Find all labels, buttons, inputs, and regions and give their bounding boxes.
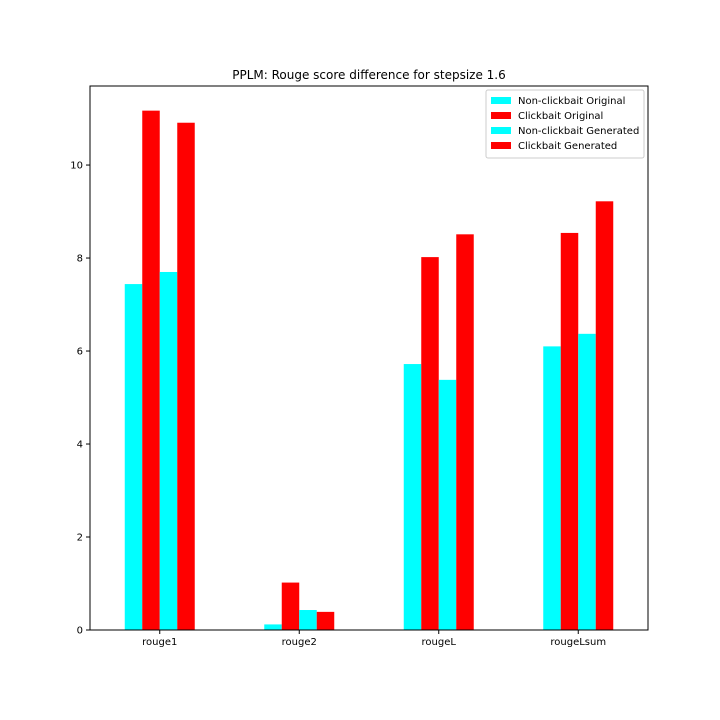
bar-rouge2-series-1: [281, 582, 300, 630]
bar-rouge1-series-0: [124, 284, 143, 630]
bar-rouge2-series-2: [299, 610, 317, 630]
plot-frame: [89, 85, 649, 631]
y-tick-label: 6: [77, 347, 83, 358]
legend: Non-clickbait Original Clickbait Original…: [485, 89, 645, 159]
y-tick-label: 4: [77, 440, 83, 451]
x-tick-label: rouge1: [142, 637, 177, 648]
bar-rouge2-series-3: [316, 611, 335, 630]
bar-rouge1-series-1: [142, 110, 160, 630]
bar-rougeLsum-series-2: [578, 333, 596, 630]
legend-swatch: [491, 112, 511, 119]
x-tick-label: rougeL: [422, 637, 457, 648]
legend-box: [485, 89, 645, 159]
legend-label: Non-clickbait Generated: [518, 126, 639, 137]
x-tick-label: rougeLsum: [550, 637, 606, 648]
legend-label: Non-clickbait Original: [518, 96, 625, 107]
bars-group: [124, 110, 614, 631]
y-tick-label: 2: [77, 533, 83, 544]
bar-rouge2-series-0: [264, 624, 282, 630]
x-axis: rouge1 rouge2 rougeL rougeLsum: [142, 630, 606, 648]
x-tick-label: rouge2: [282, 637, 317, 648]
bar-rougeLsum-series-3: [595, 201, 614, 631]
bar-rougeLsum-series-0: [543, 346, 561, 630]
bar-rougeL-series-2: [438, 379, 457, 630]
bar-rougeL-series-1: [421, 257, 439, 630]
y-tick-label: 8: [77, 254, 83, 265]
bar-rouge1-series-2: [159, 271, 178, 630]
bar-rougeLsum-series-1: [560, 232, 579, 630]
bar-rougeL-series-3: [456, 234, 474, 631]
bar-rougeL-series-0: [403, 364, 422, 630]
legend-swatch: [491, 127, 511, 134]
legend-swatch: [491, 97, 511, 104]
legend-label: Clickbait Original: [518, 111, 603, 122]
y-axis: 0 2 4 6 8 10: [70, 161, 90, 637]
bar-rouge1-series-3: [177, 122, 195, 630]
y-tick-label: 10: [70, 161, 83, 172]
y-tick-label: 0: [77, 626, 83, 637]
legend-label: Clickbait Generated: [518, 141, 617, 152]
legend-swatch: [491, 142, 511, 149]
chart-title: PPLM: Rouge score difference for stepsiz…: [232, 68, 505, 82]
